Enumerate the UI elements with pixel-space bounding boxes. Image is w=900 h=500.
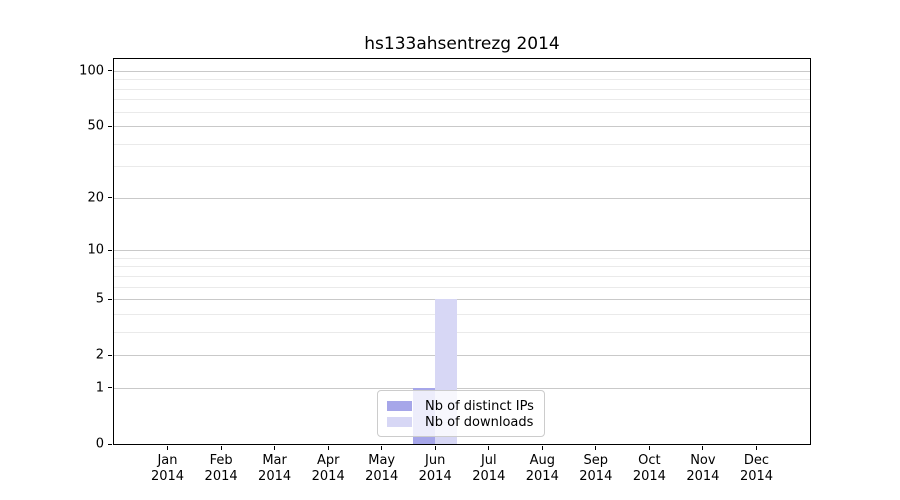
x-tick-mark (541, 446, 543, 450)
gridline-minor (114, 275, 810, 277)
y-tick-mark (108, 354, 112, 356)
y-tick-mark (108, 70, 112, 72)
x-tick-mark (327, 446, 329, 450)
x-tick-mark (434, 446, 436, 450)
x-tick-label: Nov 2014 (686, 453, 720, 484)
x-tick-label: Jan 2014 (150, 453, 185, 484)
gridline-minor (114, 99, 810, 101)
legend-item-downloads: Nb of downloads (387, 414, 535, 430)
gridline-minor (114, 286, 810, 288)
x-tick-label: Jul 2014 (472, 453, 506, 484)
y-tick-mark (108, 197, 112, 199)
x-tick-label: May 2014 (365, 453, 399, 484)
x-tick-mark (274, 446, 276, 450)
legend-swatch-distinct-ips (387, 401, 412, 411)
y-tick-label: 100 (79, 63, 104, 79)
x-tick-label: Aug 2014 (525, 453, 559, 484)
x-tick-mark (756, 446, 757, 450)
x-tick-label: Dec 2014 (739, 453, 774, 484)
gridline-minor (114, 111, 810, 113)
gridline-minor (114, 257, 810, 259)
gridlines-layer (114, 59, 810, 444)
gridline-major (114, 197, 810, 199)
plot-area: 0 1 2 5 10 20 50 100 Jan 2014 Feb 2014 Mar 2014 Apr 201… (79, 58, 811, 484)
gridline-minor (114, 266, 810, 268)
y-tick-label: 5 (95, 291, 104, 307)
legend-item-distinct-ips: Nb of distinct IPs (387, 398, 535, 414)
gridline-major (114, 299, 810, 301)
legend-swatch-downloads (387, 417, 412, 427)
gridline-minor (114, 313, 810, 315)
x-tick-label: Feb 2014 (204, 453, 238, 484)
x-tick-label: Apr 2014 (311, 453, 345, 484)
gridline-minor (114, 143, 810, 145)
x-tick-label: Sep 2014 (579, 453, 613, 484)
gridline-major (114, 70, 810, 72)
x-tick-label: Jun 2014 (418, 453, 452, 484)
x-tick-label: Oct 2014 (632, 453, 666, 484)
y-tick-mark (108, 298, 112, 300)
y-tick-mark (108, 249, 112, 251)
legend-label-distinct-ips: Nb of distinct IPs (425, 398, 534, 414)
axis-ticks-layer: 0 1 2 5 10 20 50 100 Jan 2014 Feb 2014 Mar 2014 Apr 201… (79, 59, 810, 484)
gridline-minor (114, 79, 810, 81)
y-tick-mark (108, 443, 112, 445)
x-tick-mark (702, 446, 704, 450)
y-tick-label: 50 (87, 118, 104, 134)
y-tick-mark (108, 387, 112, 389)
x-tick-mark (220, 446, 222, 450)
y-tick-label: 0 (95, 436, 104, 452)
y-tick-mark (108, 125, 112, 127)
x-tick-mark (167, 446, 168, 450)
y-tick-label: 1 (95, 380, 104, 396)
y-tick-label: 10 (87, 242, 104, 258)
gridline-major (114, 387, 810, 389)
gridline-minor (114, 166, 810, 168)
x-tick-label: Mar 2014 (258, 453, 292, 484)
gridline-major (114, 355, 810, 357)
x-tick-mark (648, 446, 650, 450)
x-tick-mark (381, 446, 383, 450)
legend: Nb of distinct IPs Nb of downloads (377, 390, 545, 437)
y-tick-label: 2 (95, 347, 104, 363)
gridline-major (114, 250, 810, 252)
gridline-minor (114, 88, 810, 90)
x-tick-mark (595, 446, 597, 450)
y-tick-label: 20 (87, 190, 104, 206)
x-tick-mark (488, 446, 490, 450)
gridline-minor (114, 331, 810, 333)
legend-label-downloads: Nb of downloads (425, 414, 534, 430)
chart-title: hs133ahsentrezg 2014 (364, 34, 560, 54)
gridline-major (114, 126, 810, 128)
